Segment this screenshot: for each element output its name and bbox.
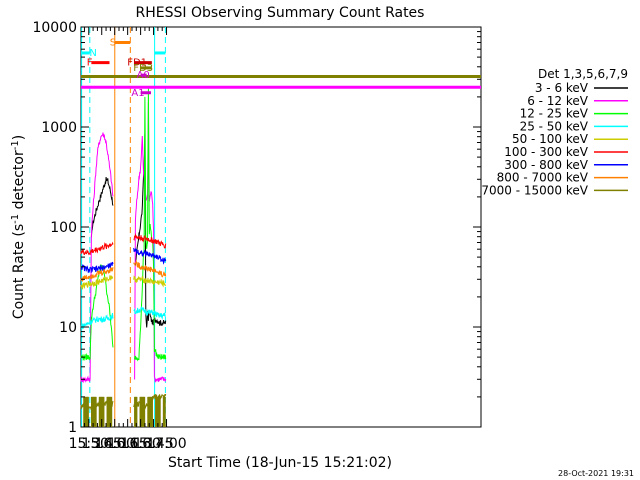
series-line-3-1	[133, 306, 167, 321]
legend-label-2: 12 - 25 keV	[520, 107, 589, 121]
y-axis-label-main: Count Rate (s	[11, 224, 27, 319]
y-tick-label: 100	[50, 220, 77, 236]
legend-label-4: 50 - 100 keV	[512, 132, 589, 146]
y-tick-label: 1	[68, 420, 77, 436]
y-axis-label-unit: detector	[11, 150, 27, 214]
x-tick-label: 16:15	[107, 436, 147, 452]
x-tick-label: 15:45	[82, 436, 122, 452]
x-axis-label: Start Time (18-Jun-15 15:21:02)	[168, 455, 392, 471]
series-group	[80, 85, 167, 427]
y-axis-label: Count Rate (s-1 detector-1)	[10, 135, 27, 319]
legend-label-5: 100 - 300 keV	[504, 145, 588, 159]
band-label-FD3: FD3	[133, 63, 153, 74]
legend-label-7: 800 - 7000 keV	[497, 171, 589, 185]
legend-label-3: 25 - 50 keV	[520, 119, 589, 133]
y-axis-label-exp2: -1	[10, 140, 21, 150]
x-tick-label: 15:30	[69, 436, 109, 452]
band-label-A1: A1	[131, 88, 144, 99]
series-line-0-1	[134, 133, 167, 328]
legend-label-8: 7000 - 15000 keV	[481, 183, 588, 197]
x-tick-label: 17:00	[146, 436, 186, 452]
band-label-S: S	[110, 37, 116, 48]
series-line-4-1	[133, 275, 167, 288]
y-axis-label-exp: -1	[10, 214, 21, 224]
series-line-6-1	[133, 247, 167, 265]
series-line-6-0	[80, 261, 114, 274]
x-tick-label: 16:30	[120, 436, 160, 452]
band-label-FD1: FD1	[127, 58, 147, 69]
y-tick-label: 10000	[32, 20, 77, 36]
y-axis: 1 10 100 1000 10000	[32, 20, 481, 436]
series-line-7-1	[133, 259, 167, 278]
timestamp: 28-Oct-2021 19:31	[558, 469, 634, 478]
legend-label-6: 300 - 800 keV	[504, 158, 588, 172]
series-line-0-0	[90, 176, 114, 238]
x-tick-label: 16:00	[95, 436, 135, 452]
series-line-7-0	[80, 267, 114, 282]
series-line-3-0	[80, 312, 114, 330]
y-axis-label-close: )	[11, 135, 27, 140]
band-label-F: F	[87, 58, 93, 69]
series-line-5-0	[80, 241, 114, 256]
series-line-4-0	[80, 275, 114, 290]
x-tick-label: 16:45	[133, 436, 173, 452]
y-tick-label: 10	[59, 320, 77, 336]
chart-title: RHESSI Observing Summary Count Rates	[136, 5, 425, 21]
series-line-2-1	[134, 85, 167, 362]
y-tick-label: 1000	[41, 120, 77, 136]
legend-label-1: 6 - 12 keV	[527, 94, 589, 108]
legend-label-0: 3 - 6 keV	[535, 81, 589, 95]
band-label-A0: A0	[137, 70, 150, 81]
band-label-N: N	[89, 48, 96, 59]
series-line-1-0	[80, 132, 114, 384]
series-line-5-1	[133, 232, 167, 249]
legend-title: Det 1,3,5,6,7,9	[538, 67, 628, 81]
series-line-1-1	[134, 102, 167, 383]
